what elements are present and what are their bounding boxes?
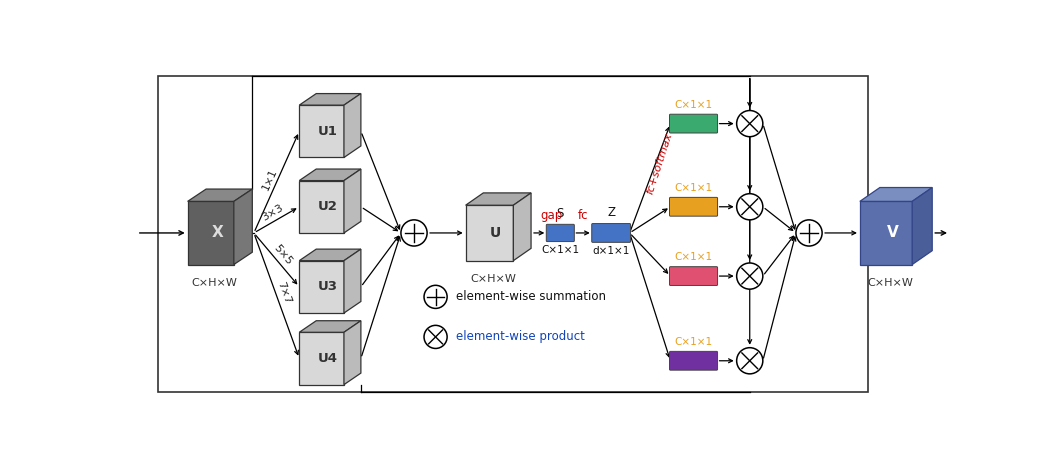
FancyBboxPatch shape <box>669 352 717 370</box>
Polygon shape <box>299 321 361 332</box>
Text: C×H×W: C×H×W <box>470 274 516 284</box>
Polygon shape <box>299 94 361 105</box>
Text: C×H×W: C×H×W <box>191 278 238 288</box>
Polygon shape <box>344 321 361 385</box>
Text: X: X <box>211 225 223 241</box>
Text: element-wise product: element-wise product <box>456 330 586 343</box>
FancyBboxPatch shape <box>669 197 717 216</box>
FancyBboxPatch shape <box>669 114 717 133</box>
Text: gap: gap <box>540 209 562 222</box>
Text: C×1×1: C×1×1 <box>675 337 713 347</box>
Text: C×1×1: C×1×1 <box>675 183 713 193</box>
Text: 7×7: 7×7 <box>275 280 293 306</box>
Circle shape <box>736 347 763 374</box>
Text: d×1×1: d×1×1 <box>592 246 630 256</box>
Polygon shape <box>514 193 532 261</box>
FancyBboxPatch shape <box>669 267 717 285</box>
Text: U1: U1 <box>317 125 337 138</box>
Circle shape <box>736 111 763 137</box>
Polygon shape <box>233 189 253 264</box>
Polygon shape <box>299 169 361 180</box>
Text: C×H×W: C×H×W <box>867 278 912 288</box>
Circle shape <box>424 325 447 348</box>
Text: C×1×1: C×1×1 <box>675 252 713 262</box>
Polygon shape <box>859 188 933 202</box>
Polygon shape <box>188 189 253 202</box>
Polygon shape <box>344 249 361 313</box>
Polygon shape <box>299 332 344 385</box>
Text: U2: U2 <box>317 200 337 213</box>
Polygon shape <box>188 202 233 264</box>
Polygon shape <box>344 169 361 233</box>
Text: U: U <box>490 226 501 240</box>
Text: V: V <box>887 225 899 241</box>
Circle shape <box>736 263 763 289</box>
Text: C×1×1: C×1×1 <box>541 245 579 255</box>
Polygon shape <box>299 249 361 261</box>
Text: 1×1: 1×1 <box>260 167 279 191</box>
Polygon shape <box>299 105 344 157</box>
Polygon shape <box>344 94 361 157</box>
Polygon shape <box>466 193 532 205</box>
Text: fc+softmax: fc+softmax <box>644 131 674 196</box>
Text: fc: fc <box>578 209 588 222</box>
Text: S: S <box>557 207 564 220</box>
Text: C×1×1: C×1×1 <box>675 100 713 110</box>
Circle shape <box>424 285 447 308</box>
Polygon shape <box>466 205 514 261</box>
FancyBboxPatch shape <box>546 224 574 241</box>
Polygon shape <box>859 202 912 264</box>
Text: 3×3: 3×3 <box>260 203 285 223</box>
Polygon shape <box>912 188 933 264</box>
Circle shape <box>736 194 763 220</box>
Circle shape <box>796 220 822 246</box>
Polygon shape <box>299 261 344 313</box>
Polygon shape <box>299 180 344 233</box>
Text: Z: Z <box>607 206 615 219</box>
Text: U4: U4 <box>317 352 337 365</box>
FancyBboxPatch shape <box>592 224 630 242</box>
Text: 5×5: 5×5 <box>272 243 294 267</box>
Text: U3: U3 <box>317 280 337 293</box>
Text: element-wise summation: element-wise summation <box>456 291 607 303</box>
Circle shape <box>401 220 428 246</box>
